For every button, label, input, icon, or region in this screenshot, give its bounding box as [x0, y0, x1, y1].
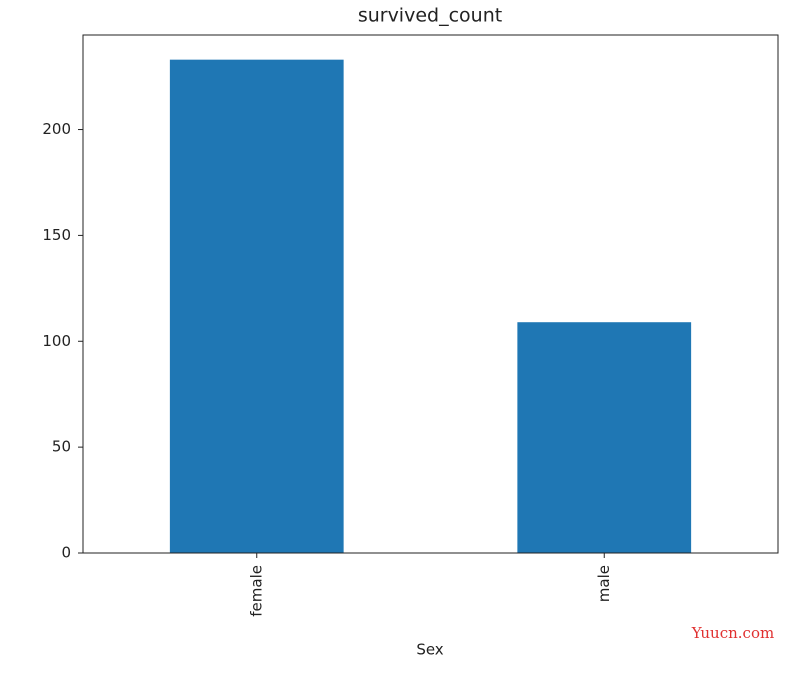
- bar: [517, 322, 692, 553]
- chart-title: survived_count: [358, 5, 502, 27]
- x-tick-label: female: [247, 565, 265, 617]
- y-tick-label: 200: [42, 120, 71, 138]
- y-tick-label: 0: [61, 544, 71, 562]
- y-tick-label: 150: [42, 226, 71, 244]
- x-tick-label: male: [595, 565, 613, 602]
- y-tick-label: 100: [42, 332, 71, 350]
- x-axis-label: Sex: [416, 641, 443, 659]
- plot-frame: [82, 34, 779, 554]
- bar: [169, 59, 344, 554]
- y-tick-label: 50: [52, 438, 71, 456]
- watermark: Yuucn.com: [691, 624, 774, 642]
